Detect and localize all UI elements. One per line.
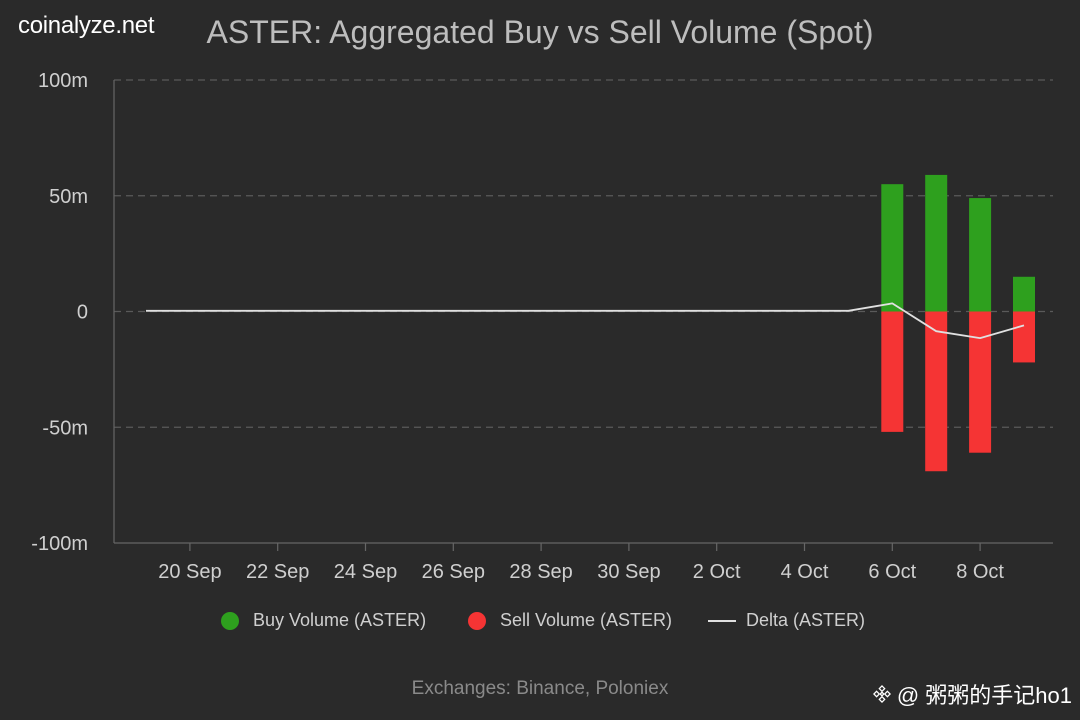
bar-layer bbox=[881, 174, 1035, 472]
legend-label-sell: Sell Volume (ASTER) bbox=[500, 610, 673, 630]
buy-volume-bar[interactable] bbox=[925, 174, 948, 312]
chart-canvas: 100m 50m 0 -50m -100m 20 Sep 22 Sep 24 Sep 26 Se… bbox=[31, 70, 1053, 583]
x-tick-label: 20 Sep bbox=[158, 561, 221, 583]
exchanges-footer: Exchanges: Binance, Poloniex bbox=[411, 678, 669, 699]
y-tick-label: -100m bbox=[31, 533, 88, 555]
binance-logo-icon bbox=[872, 685, 891, 703]
y-tick-label: -50m bbox=[42, 417, 88, 439]
x-tick-label: 30 Sep bbox=[597, 561, 660, 583]
legend-label-delta: Delta (ASTER) bbox=[746, 610, 866, 630]
brand-logo-text: coinalyze.net bbox=[18, 12, 155, 39]
x-tick-label: 26 Sep bbox=[422, 561, 485, 583]
x-tick-label: 8 Oct bbox=[956, 561, 1004, 583]
legend-item-buy[interactable]: Buy Volume (ASTER) bbox=[221, 610, 426, 631]
chart-title: ASTER: Aggregated Buy vs Sell Volume (Sp… bbox=[0, 14, 1080, 51]
sell-volume-bar[interactable] bbox=[969, 311, 992, 453]
buy-volume-bar[interactable] bbox=[881, 184, 904, 312]
y-tick-label: 100m bbox=[38, 70, 88, 92]
buy-volume-bar[interactable] bbox=[969, 198, 992, 312]
legend-item-sell[interactable]: Sell Volume (ASTER) bbox=[468, 610, 672, 631]
y-tick-label: 0 bbox=[77, 302, 88, 324]
delta-line-icon bbox=[708, 619, 736, 622]
x-tick-label: 22 Sep bbox=[246, 561, 309, 583]
sell-volume-bar[interactable] bbox=[1013, 311, 1035, 363]
legend: Buy Volume (ASTER) Sell Volume (ASTER) D… bbox=[0, 610, 1080, 640]
legend-item-delta[interactable]: Delta (ASTER) bbox=[708, 610, 865, 631]
x-tick-label: 4 Oct bbox=[781, 561, 829, 583]
chart-title-text: ASTER: Aggregated Buy vs Sell Volume (Sp… bbox=[206, 14, 874, 50]
x-tick-label: 2 Oct bbox=[693, 561, 741, 583]
label-layer: 100m 50m 0 -50m -100m 20 Sep 22 Sep 24 Sep 26 Se… bbox=[31, 70, 1004, 583]
grid-layer bbox=[114, 79, 1053, 428]
x-tick-label: 6 Oct bbox=[868, 561, 916, 583]
x-tick-label: 28 Sep bbox=[509, 561, 572, 583]
delta-line[interactable] bbox=[146, 302, 1025, 340]
x-tick-label: 24 Sep bbox=[334, 561, 397, 583]
y-tick-label: 50m bbox=[49, 186, 88, 208]
watermark: @ 粥粥的手记ho1 bbox=[872, 678, 1072, 710]
buy-volume-bar[interactable] bbox=[1013, 276, 1035, 312]
line-layer bbox=[146, 302, 1025, 340]
buy-volume-dot-icon bbox=[221, 611, 239, 630]
sell-volume-dot-icon bbox=[468, 611, 486, 630]
axis-layer bbox=[113, 80, 1053, 551]
legend-label-buy: Buy Volume (ASTER) bbox=[253, 610, 427, 630]
sell-volume-bar[interactable] bbox=[925, 311, 948, 472]
watermark-text: @ 粥粥的手记ho1 bbox=[896, 683, 1072, 708]
sell-volume-bar[interactable] bbox=[881, 311, 904, 432]
